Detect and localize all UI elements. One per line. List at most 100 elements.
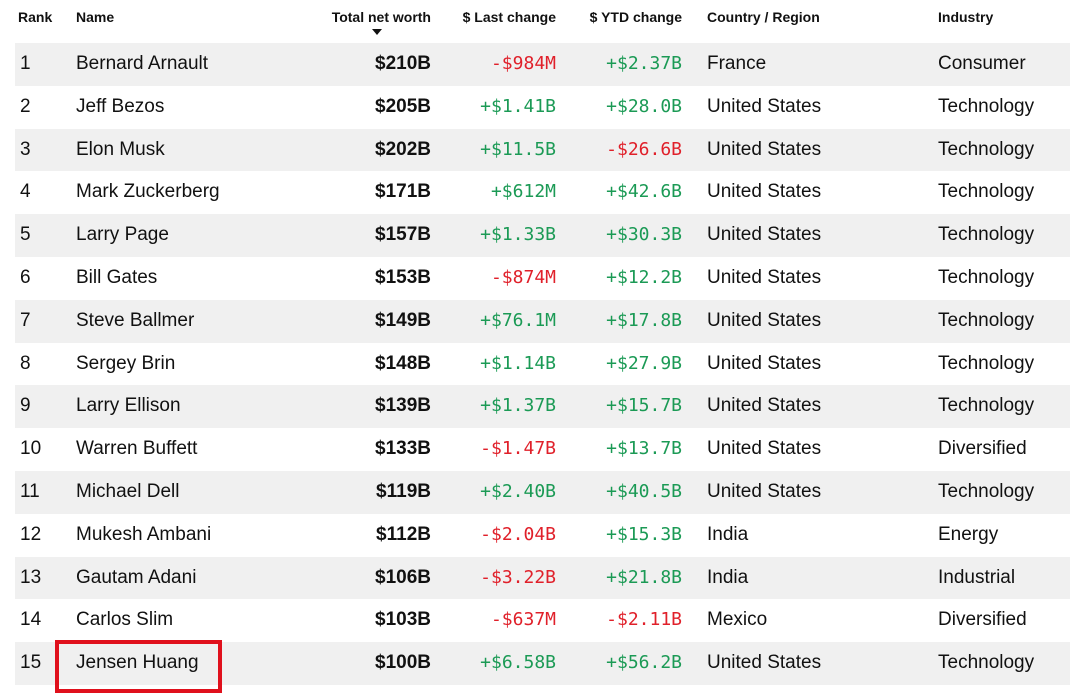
industry-cell: Technology <box>938 138 1035 160</box>
industry-cell: Technology <box>938 95 1035 117</box>
table-row[interactable]: 8 Sergey Brin $148B +$1.14B +$27.9B United St… <box>15 343 1070 386</box>
name-cell[interactable]: Jeff Bezos <box>76 95 165 117</box>
name-cell[interactable]: Carlos Slim <box>76 609 174 631</box>
country-cell: India <box>707 523 749 545</box>
ytd-change-cell: +$40.5B <box>606 480 682 502</box>
last-change-cell: -$874M <box>490 266 556 288</box>
header-country-region[interactable]: Country / Region <box>707 9 820 25</box>
name-cell[interactable]: Steve Ballmer <box>76 309 195 331</box>
header-name[interactable]: Name <box>76 9 115 25</box>
table-row[interactable]: 4 Mark Zuckerberg $171B +$612M +$42.6B United… <box>15 171 1070 214</box>
rank-cell: 5 <box>20 224 31 246</box>
industry-cell: Technology <box>938 395 1035 417</box>
rank-cell: 13 <box>20 566 42 588</box>
table-row[interactable]: 9 Larry Ellison $139B +$1.37B +$15.7B United … <box>15 385 1070 429</box>
last-change-cell: +$76.1M <box>480 309 556 331</box>
rank-cell: 14 <box>20 609 42 631</box>
ytd-change-cell: +$21.8B <box>606 566 682 588</box>
table-row[interactable]: 7 Steve Ballmer $149B +$76.1M +$17.8B United … <box>15 299 1070 343</box>
ytd-change-cell: +$27.9B <box>606 352 682 374</box>
table-row[interactable]: 5 Larry Page $157B +$1.33B +$30.3B United Sta… <box>15 214 1070 257</box>
rank-cell: 15 <box>20 652 42 674</box>
country-cell: United States <box>707 438 822 460</box>
header-ytd-change[interactable]: $ YTD change <box>589 9 682 25</box>
last-change-cell: +$11.5B <box>480 138 556 160</box>
name-cell[interactable]: Sergey Brin <box>76 352 176 374</box>
highlight-box <box>55 640 222 693</box>
rank-cell: 12 <box>20 523 42 545</box>
header-last-change[interactable]: $ Last change <box>462 9 556 25</box>
industry-cell: Technology <box>938 181 1035 203</box>
industry-cell: Diversified <box>938 609 1027 631</box>
net-worth-cell: $119B <box>376 480 431 502</box>
last-change-cell: -$1.47B <box>480 438 556 460</box>
ytd-change-cell: -$2.11B <box>606 609 682 631</box>
industry-cell: Consumer <box>938 53 1026 74</box>
net-worth-cell: $106B <box>375 566 431 588</box>
name-cell[interactable]: Mark Zuckerberg <box>76 181 220 203</box>
name-cell[interactable]: Elon Musk <box>76 138 165 160</box>
net-worth-cell: $210B <box>375 53 431 74</box>
rank-cell: 11 <box>20 480 40 502</box>
ytd-change-cell: +$28.0B <box>606 95 682 117</box>
ytd-change-cell: +$30.3B <box>606 224 682 246</box>
table-row[interactable]: 6 Bill Gates $153B -$874M +$12.2B United Stat… <box>15 257 1070 300</box>
table-row[interactable]: 13 Gautam Adani $106B -$3.22B +$21.8B India In… <box>15 556 1070 600</box>
table-row[interactable]: 2 Jeff Bezos $205B +$1.41B +$28.0B United Sta… <box>15 86 1070 129</box>
country-cell: United States <box>707 395 822 417</box>
billionaires-table: 1 Bernard Arnault $210B -$984M +$2.37B France… <box>15 43 1070 685</box>
industry-cell: Technology <box>938 309 1035 331</box>
net-worth-cell: $148B <box>375 352 431 374</box>
industry-cell: Energy <box>938 523 999 545</box>
rank-cell: 9 <box>20 395 31 417</box>
table-row[interactable]: 14 Carlos Slim $103B -$637M -$2.11B Mexico Div… <box>15 599 1070 642</box>
name-cell[interactable]: Bill Gates <box>76 266 158 288</box>
header-rank[interactable]: Rank <box>18 9 53 25</box>
last-change-cell: +$6.58B <box>480 652 556 674</box>
sort-descending-icon[interactable] <box>372 29 382 35</box>
net-worth-cell: $202B <box>375 138 431 160</box>
name-cell[interactable]: Gautam Adani <box>76 566 197 588</box>
header-industry[interactable]: Industry <box>938 9 994 25</box>
country-cell: United States <box>707 224 822 246</box>
name-cell[interactable]: Bernard Arnault <box>76 53 209 74</box>
table-row[interactable]: 3 Elon Musk $202B +$11.5B -$26.6B United Stat… <box>15 128 1070 172</box>
last-change-cell: +$612M <box>490 181 556 203</box>
ytd-change-cell: +$12.2B <box>606 266 682 288</box>
ytd-change-cell: -$26.6B <box>606 138 682 160</box>
name-cell[interactable]: Warren Buffett <box>76 438 198 460</box>
ytd-change-cell: +$13.7B <box>606 438 682 460</box>
net-worth-cell: $139B <box>375 395 431 417</box>
rank-cell: 6 <box>20 266 31 288</box>
name-cell[interactable]: Larry Page <box>76 224 169 246</box>
table-row[interactable]: 12 Mukesh Ambani $112B -$2.04B +$15.3B India E… <box>15 514 1070 557</box>
rank-cell: 3 <box>20 138 31 160</box>
table-row[interactable]: 10 Warren Buffett $133B -$1.47B +$13.7B Unite… <box>15 428 1070 471</box>
net-worth-cell: $103B <box>375 609 431 631</box>
country-cell: United States <box>707 480 822 502</box>
name-cell[interactable]: Jensen Huang <box>76 652 199 674</box>
ytd-change-cell: +$56.2B <box>606 652 682 674</box>
table-header: Rank Name Total net worth $ Last change … <box>0 0 1080 42</box>
table-row[interactable]: 1 Bernard Arnault $210B -$984M +$2.37B France… <box>15 43 1070 86</box>
industry-cell: Technology <box>938 266 1035 288</box>
header-total-net-worth[interactable]: Total net worth <box>331 9 431 25</box>
country-cell: United States <box>707 352 822 374</box>
country-cell: India <box>707 566 749 588</box>
industry-cell: Technology <box>938 480 1035 502</box>
rank-cell: 1 <box>20 53 31 74</box>
table-row[interactable]: 11 Michael Dell $119B +$2.40B +$40.5B United … <box>15 470 1070 514</box>
net-worth-cell: $205B <box>375 95 431 117</box>
industry-cell: Technology <box>938 652 1035 674</box>
ytd-change-cell: +$42.6B <box>606 181 682 203</box>
rank-cell: 8 <box>20 352 31 374</box>
name-cell[interactable]: Michael Dell <box>76 480 180 502</box>
last-change-cell: -$637M <box>490 609 556 631</box>
ytd-change-cell: +$17.8B <box>606 309 682 331</box>
table-row[interactable]: 15 Jensen Huang $100B +$6.58B +$56.2B United … <box>15 642 1070 685</box>
last-change-cell: +$1.14B <box>480 352 556 374</box>
name-cell[interactable]: Larry Ellison <box>76 395 181 417</box>
name-cell[interactable]: Mukesh Ambani <box>76 523 212 545</box>
last-change-cell: -$984M <box>490 53 556 74</box>
ytd-change-cell: +$15.7B <box>606 395 682 417</box>
